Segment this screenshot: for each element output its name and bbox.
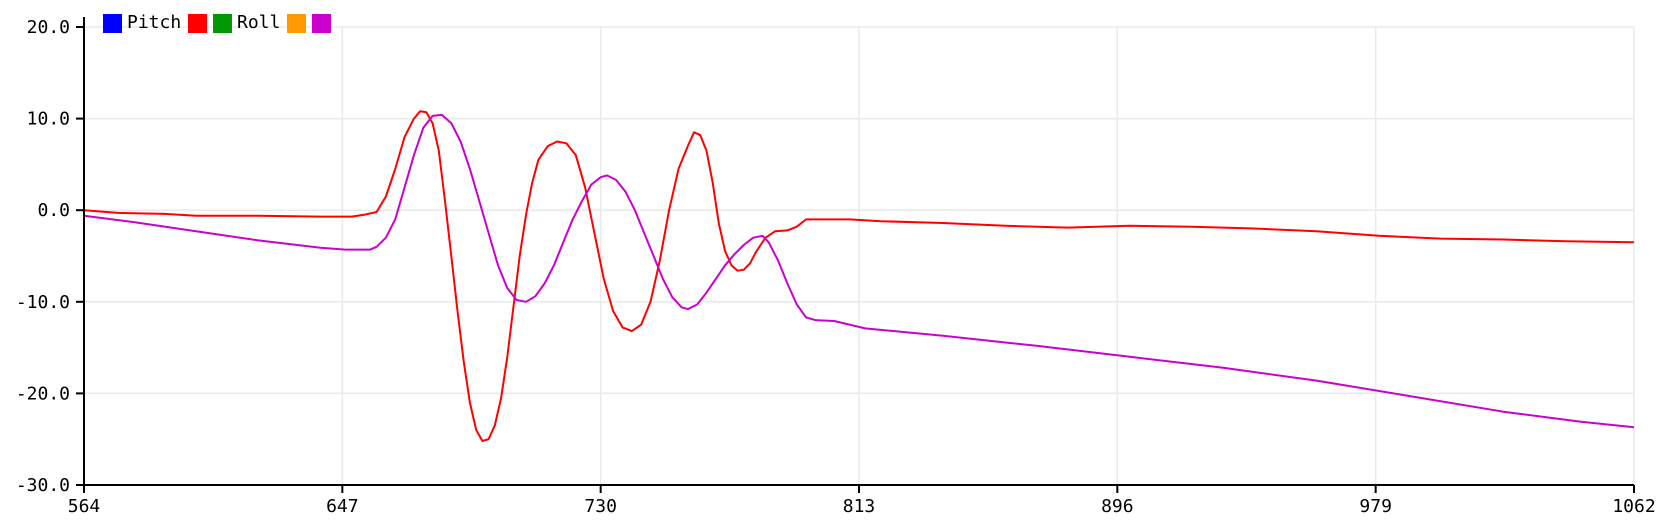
y-tick-label: -20.0 — [16, 383, 70, 404]
y-tick-label: 10.0 — [27, 109, 70, 130]
series-lines — [83, 110, 1635, 442]
legend-label-1: Pitch — [127, 12, 181, 33]
legend-label-3: Roll — [237, 12, 280, 33]
x-tick-label: 647 — [326, 496, 359, 517]
x-tick-label: 813 — [843, 496, 876, 517]
legend-swatch-4 — [287, 14, 306, 33]
grid-lines — [84, 26, 1635, 485]
legend-swatch-2 — [188, 14, 207, 33]
y-tick-label: -10.0 — [16, 292, 70, 313]
x-tick-label: 896 — [1101, 496, 1134, 517]
series-line-1 — [83, 110, 1635, 442]
x-tick-label: 730 — [584, 496, 617, 517]
legend-swatch-3 — [213, 14, 232, 33]
x-tick-label: 979 — [1359, 496, 1392, 517]
y-tick-label: 20.0 — [27, 17, 70, 38]
y-tick-label: 0.0 — [37, 200, 70, 221]
series-line-2 — [83, 113, 1635, 429]
legend: Pitch Roll — [103, 12, 331, 33]
y-tick-label: -30.0 — [16, 475, 70, 496]
legend-swatch-1 — [103, 14, 122, 33]
legend-swatch-5 — [312, 14, 331, 33]
x-tick-label: 564 — [68, 496, 101, 517]
x-tick-label: 1062 — [1612, 496, 1655, 517]
